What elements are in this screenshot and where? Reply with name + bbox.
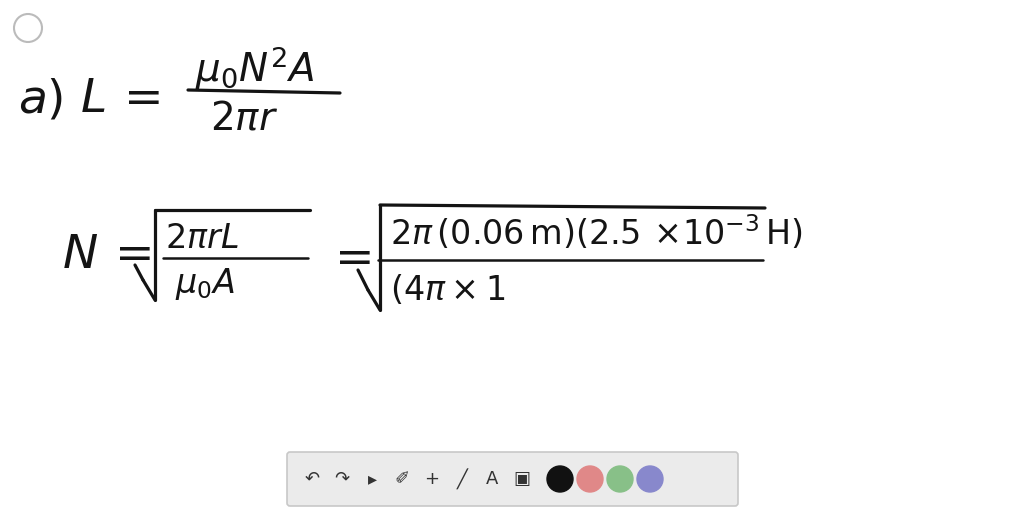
Text: $N\,=$: $N\,=$ — [62, 233, 151, 278]
Text: A: A — [485, 470, 499, 488]
Text: $2\pi r$: $2\pi r$ — [210, 99, 279, 137]
Text: ▸: ▸ — [368, 470, 377, 488]
Text: +: + — [425, 470, 439, 488]
Text: ▣: ▣ — [513, 470, 530, 488]
Text: $=$: $=$ — [325, 235, 371, 281]
Text: $2\pi\,(0.06\,\mathrm{m})(2.5\,\times\!10^{-3}\,\mathrm{H})$: $2\pi\,(0.06\,\mathrm{m})(2.5\,\times\!1… — [390, 214, 803, 252]
Circle shape — [607, 466, 633, 492]
FancyBboxPatch shape — [287, 452, 738, 506]
Text: $a)$: $a)$ — [18, 77, 63, 122]
Circle shape — [547, 466, 573, 492]
Text: ╱: ╱ — [457, 469, 467, 490]
Text: $\mu_0 A$: $\mu_0 A$ — [175, 266, 236, 302]
Circle shape — [637, 466, 663, 492]
Text: $2\pi r L$: $2\pi r L$ — [165, 221, 239, 254]
Text: ↷: ↷ — [335, 470, 349, 488]
Text: ✐: ✐ — [394, 470, 410, 488]
Text: $\mu_0 N^2 A$: $\mu_0 N^2 A$ — [195, 44, 314, 92]
Text: $(4\pi\times 1$: $(4\pi\times 1$ — [390, 273, 506, 307]
Circle shape — [577, 466, 603, 492]
Text: ↶: ↶ — [304, 470, 319, 488]
Text: $L\,=$: $L\,=$ — [80, 77, 160, 122]
